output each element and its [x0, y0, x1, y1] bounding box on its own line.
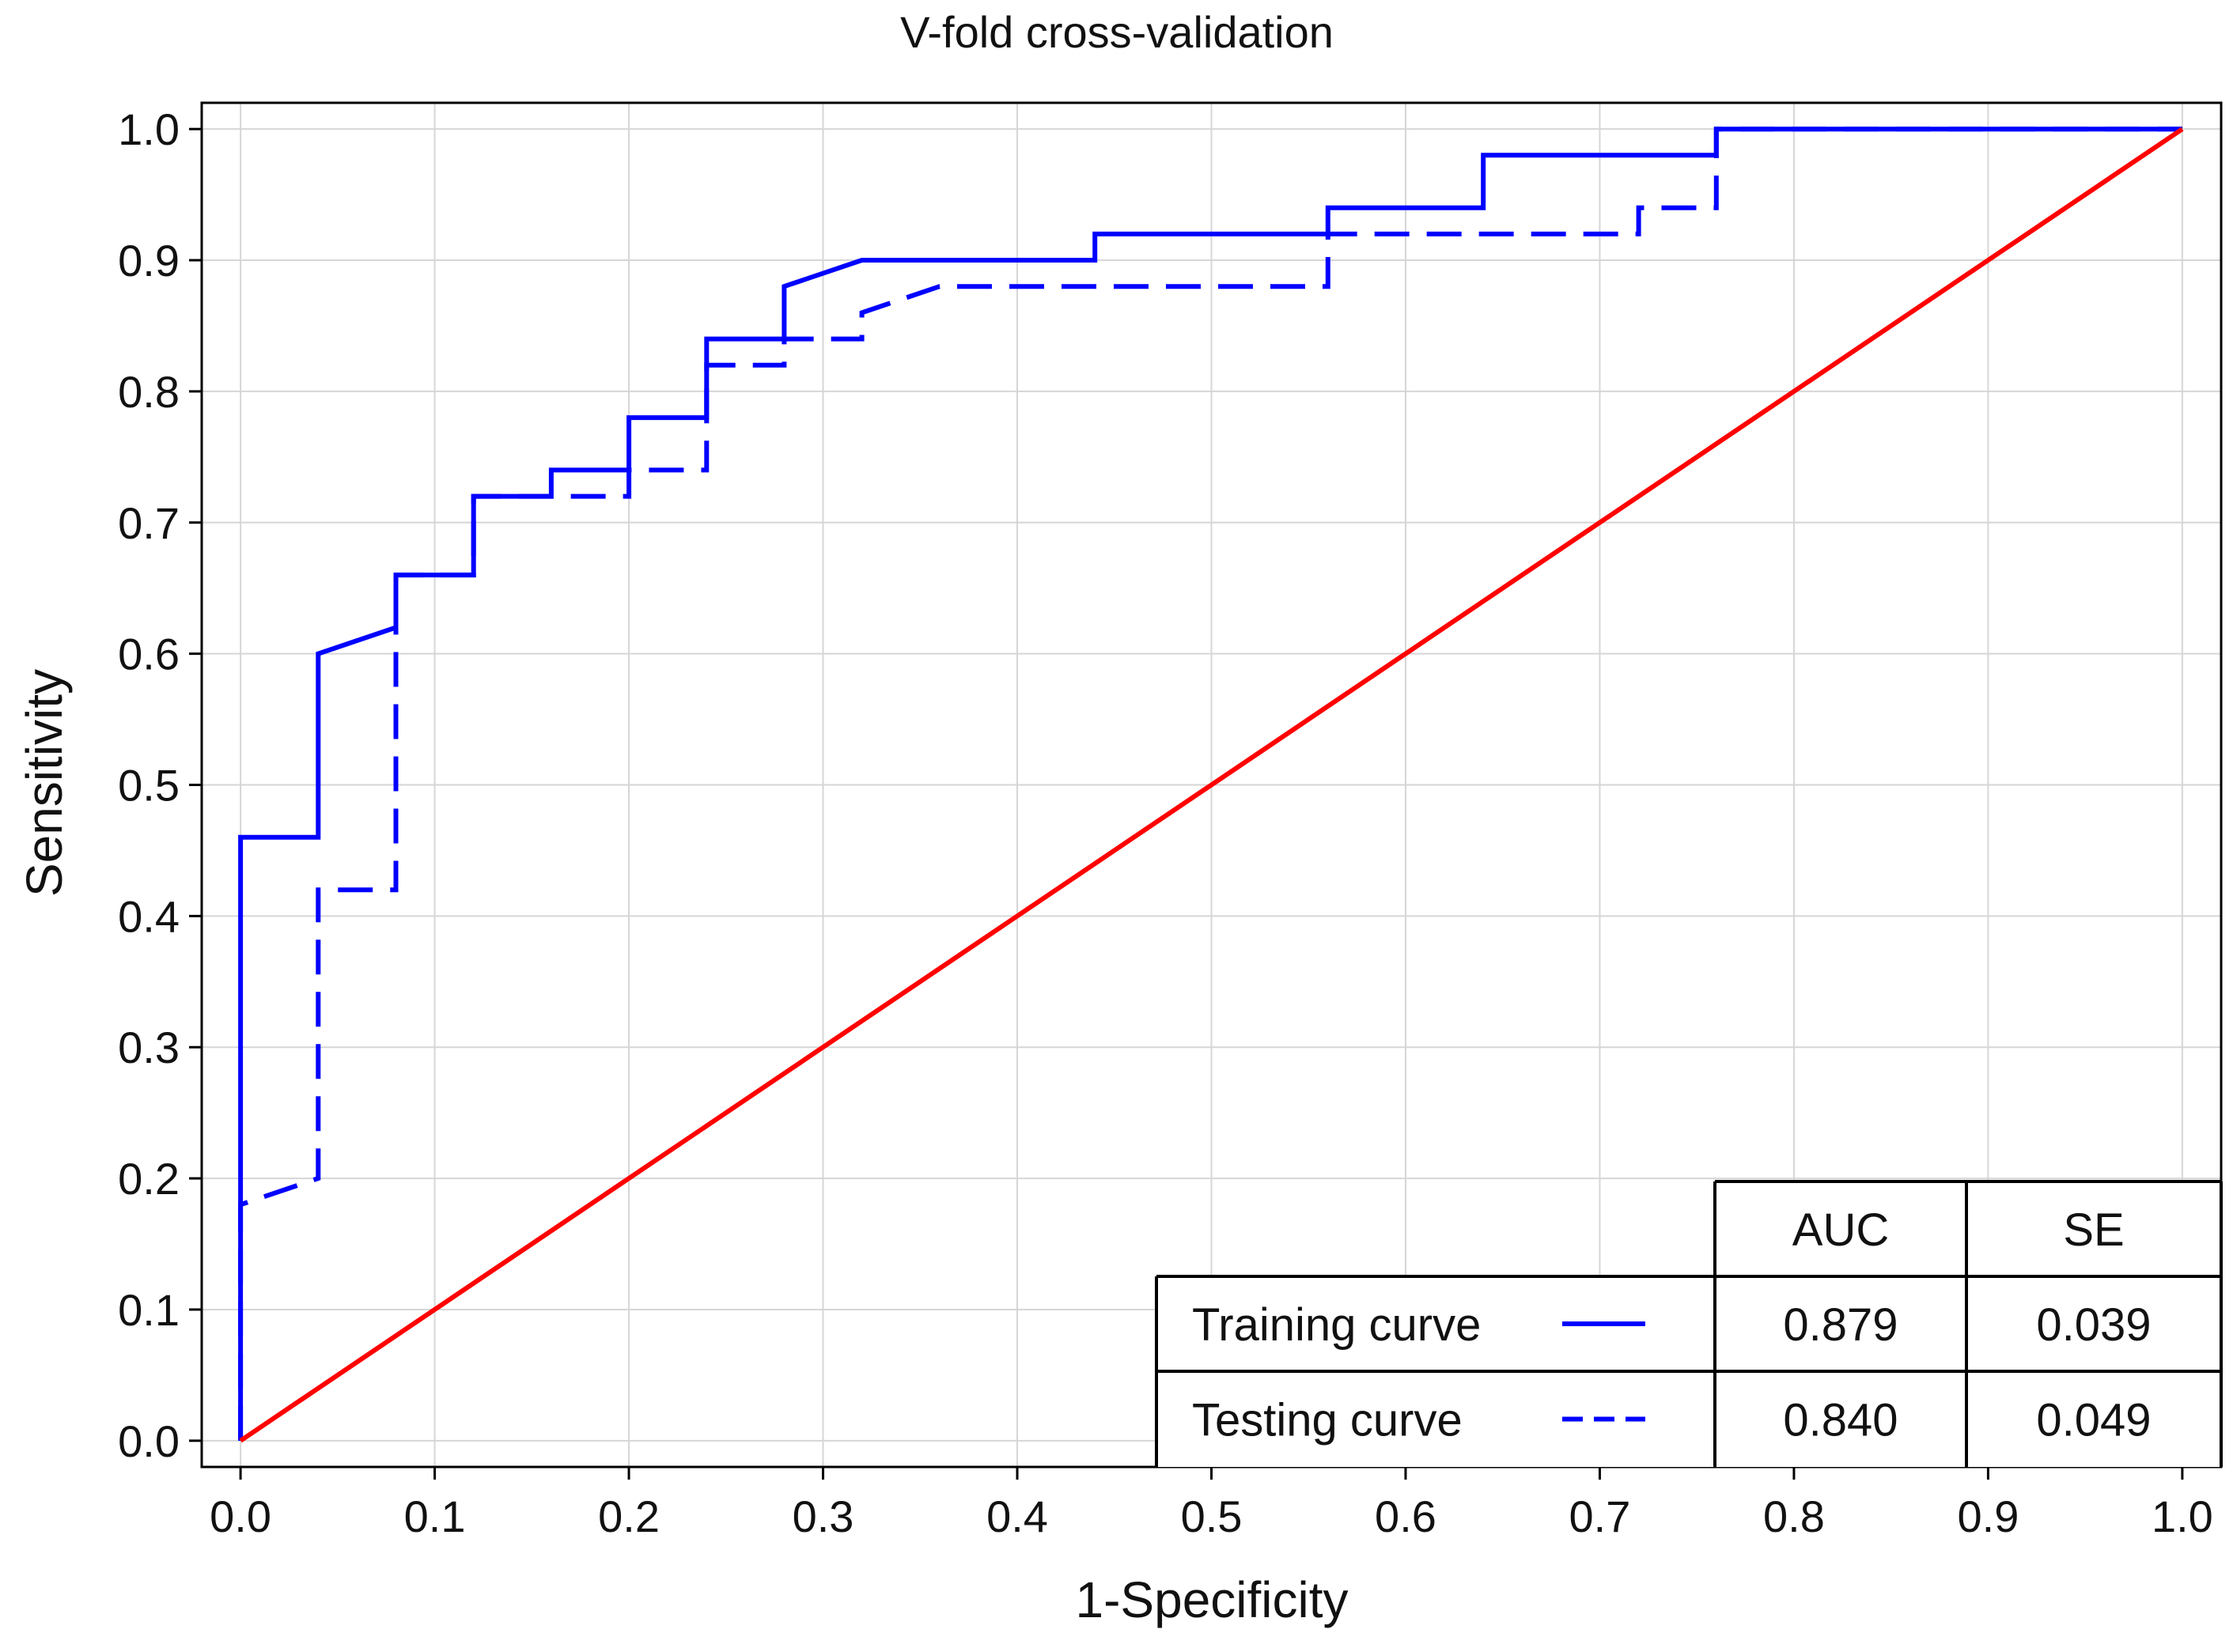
legend-se-value: 0.049: [2036, 1395, 2151, 1446]
y-tick-label: 0.8: [118, 367, 180, 417]
reference-diagonal-line: [239, 127, 2184, 1443]
y-axis-label: Sensitivity: [16, 669, 73, 897]
testing-curve-line: [238, 127, 2182, 1441]
x-tick-label: 0.2: [598, 1491, 660, 1541]
x-tick-label: 0.7: [1569, 1491, 1631, 1541]
legend-header: SE: [2063, 1204, 2124, 1256]
x-tick-label: 0.6: [1375, 1491, 1436, 1541]
y-tick-label: 0.3: [118, 1023, 180, 1072]
y-tick-label: 0.2: [118, 1154, 180, 1204]
legend-row-label: Testing curve: [1192, 1395, 1463, 1446]
legend-header: AUC: [1792, 1204, 1889, 1256]
legend-auc-value: 0.840: [1783, 1395, 1898, 1446]
chart-title: V-fold cross-validation: [900, 7, 1334, 57]
y-tick-label: 0.1: [118, 1285, 180, 1335]
y-tick-label: 0.9: [118, 236, 180, 285]
y-tick-label: 0.0: [118, 1416, 180, 1466]
x-tick-label: 0.0: [210, 1491, 271, 1541]
y-tick-label: 0.5: [118, 761, 180, 811]
x-tick-label: 0.5: [1181, 1491, 1243, 1541]
y-tick-label: 0.6: [118, 629, 180, 679]
legend-table: AUC SE Training curve 0.879 0.039 Testing cur…: [1155, 1180, 2223, 1467]
x-tick-label: 0.3: [793, 1491, 854, 1541]
x-tick-label: 0.1: [404, 1491, 466, 1541]
legend-auc-value: 0.879: [1783, 1299, 1898, 1351]
x-tick-label: 0.8: [1763, 1491, 1825, 1541]
x-tick-label: 1.0: [2152, 1491, 2213, 1541]
y-tick-label: 0.4: [118, 891, 180, 941]
y-tick-label: 0.7: [118, 498, 180, 548]
x-tick-label: 0.9: [1957, 1491, 2019, 1541]
y-tick-label: 1.0: [118, 104, 180, 154]
x-axis-label: 1-Specificity: [1076, 1571, 1349, 1628]
series-layer: [238, 127, 2184, 1443]
legend-row-label: Training curve: [1192, 1299, 1481, 1351]
legend-se-value: 0.039: [2036, 1299, 2151, 1351]
x-tick-label: 0.4: [986, 1491, 1048, 1541]
